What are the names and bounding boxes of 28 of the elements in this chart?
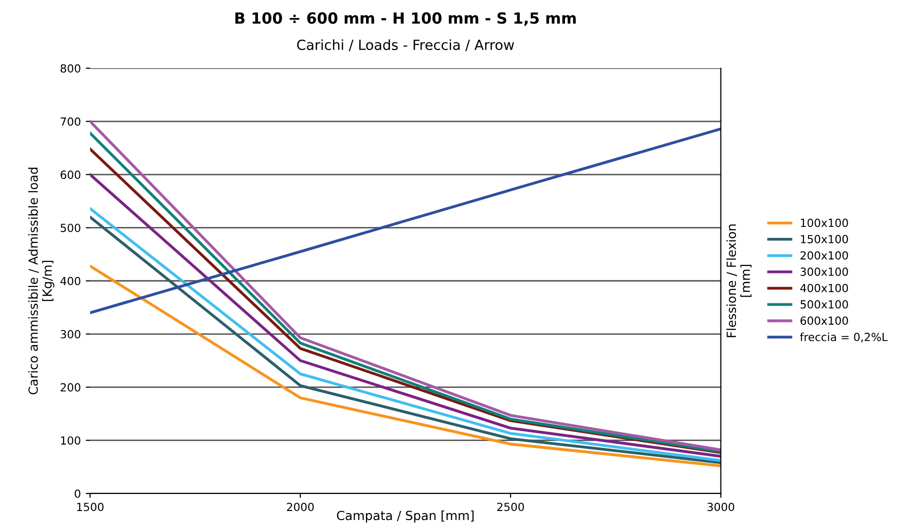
x-tick-label: 1500 — [77, 502, 104, 512]
y-tick-label: 500 — [60, 224, 80, 232]
y-axis-title: Carico ammissibile / Admissible load [Kg/m] — [28, 168, 54, 394]
y-tick-label: 100 — [61, 436, 80, 445]
x-axis-title: Campata / Span [mm] — [336, 510, 474, 523]
x-tick-label: 3000 — [708, 502, 734, 512]
x-tick-label: 2000 — [287, 502, 314, 512]
chart-subtitle: Carichi / Loads - Freccia / Arrow — [297, 39, 514, 52]
legend-label: 400x100 — [800, 284, 848, 292]
y2-axis-title: Flessione / Flexion [mm] — [726, 224, 752, 338]
x-tick-label: 2500 — [497, 502, 524, 512]
y-tick-label: 400 — [60, 276, 80, 286]
legend-label: 500x100 — [800, 300, 848, 309]
legend-label: 100x100 — [800, 218, 848, 228]
chart-title: B 100 ÷ 600 mm - H 100 mm - S 1,5 mm — [235, 12, 576, 26]
y-tick-label: 800 — [60, 64, 80, 73]
y-tick-label: 0 — [74, 489, 80, 498]
line-series — [90, 127, 721, 314]
legend-label: 200x100 — [800, 251, 848, 260]
legend-label: 150x100 — [800, 234, 848, 244]
legend-label: freccia = 0,2%L — [800, 332, 888, 342]
legend-label: 600x100 — [800, 316, 848, 325]
legend-label: 300x100 — [800, 268, 848, 276]
y-tick-label: 700 — [60, 117, 80, 126]
y-tick-label: 600 — [60, 170, 80, 179]
y-tick-label: 300 — [60, 330, 80, 338]
y-tick-label: 200 — [60, 383, 80, 392]
line-series — [90, 264, 721, 468]
